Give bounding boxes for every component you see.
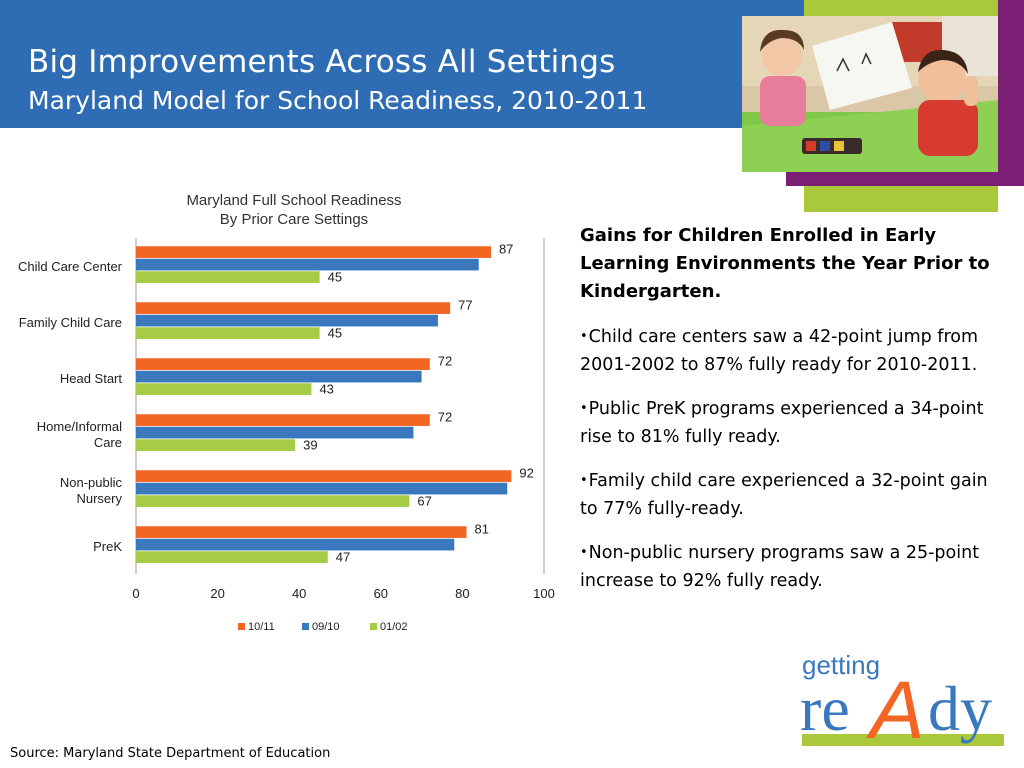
bar-value-label: 87 bbox=[499, 242, 513, 257]
summary-bullet: •Family child care experienced a 32-poin… bbox=[580, 468, 1000, 522]
bar-value-label: 43 bbox=[319, 382, 333, 397]
logo-dy-text: dy bbox=[928, 673, 992, 744]
summary-bullet: •Non-public nursery programs saw a 25-po… bbox=[580, 540, 1000, 594]
summary-panel: Gains for Children Enrolled in Early Lea… bbox=[580, 222, 1000, 594]
category-label: PreK bbox=[93, 539, 122, 554]
x-tick-label: 20 bbox=[210, 586, 224, 601]
children-classroom-photo bbox=[742, 16, 998, 172]
bar-value-label: 92 bbox=[519, 466, 533, 481]
bar bbox=[136, 370, 422, 383]
legend-swatch bbox=[238, 623, 245, 630]
getting-ready-logo: getting re A dy bbox=[800, 650, 1004, 768]
x-tick-label: 80 bbox=[455, 586, 469, 601]
bar bbox=[136, 314, 438, 327]
x-tick-label: 40 bbox=[292, 586, 306, 601]
chart-plot-area: Child Care Center 87 45 Family Child Care 77… bbox=[18, 238, 555, 633]
logo-a-text: A bbox=[865, 665, 925, 756]
bar bbox=[136, 470, 512, 482]
source-note: Source: Maryland State Department of Edu… bbox=[10, 746, 331, 761]
logo-re-text: re bbox=[800, 673, 850, 744]
legend-swatch bbox=[370, 623, 377, 630]
category-label: Nursery bbox=[76, 491, 122, 506]
page-title: Big Improvements Across All Settings bbox=[28, 44, 616, 80]
chart-subtitle: By Prior Care Settings bbox=[220, 211, 368, 228]
bar bbox=[136, 414, 430, 426]
bar bbox=[136, 358, 430, 370]
bar bbox=[136, 426, 414, 439]
x-tick-label: 100 bbox=[533, 586, 555, 601]
category-label: Non-public bbox=[60, 475, 123, 490]
bar bbox=[136, 327, 320, 339]
bar-value-label: 67 bbox=[417, 494, 431, 509]
summary-bullet: •Public PreK programs experienced a 34-p… bbox=[580, 396, 1000, 450]
bar bbox=[136, 258, 479, 271]
category-label: Head Start bbox=[60, 371, 123, 386]
bar bbox=[136, 302, 451, 314]
bullet-text: Family child care experienced a 32-point… bbox=[580, 471, 988, 519]
bar bbox=[136, 271, 320, 283]
chart-title: Maryland Full School Readiness bbox=[186, 192, 401, 209]
bar-value-label: 77 bbox=[458, 298, 472, 313]
legend-label: 01/02 bbox=[380, 621, 408, 633]
bar bbox=[136, 246, 491, 258]
page-subtitle: Maryland Model for School Readiness, 201… bbox=[28, 86, 648, 115]
logo-getting-text: getting bbox=[802, 650, 880, 680]
bar-value-label: 45 bbox=[328, 326, 342, 341]
bullet-marker: • bbox=[580, 401, 588, 416]
bar bbox=[136, 383, 312, 395]
bullet-marker: • bbox=[580, 545, 588, 560]
category-label: Home/Informal bbox=[37, 419, 122, 434]
category-label: Family Child Care bbox=[19, 315, 122, 330]
bullet-marker: • bbox=[580, 473, 588, 488]
readiness-bar-chart: Maryland Full School Readiness By Prior … bbox=[18, 192, 555, 633]
accent-block-green-bottom bbox=[804, 186, 998, 212]
bar-value-label: 45 bbox=[328, 270, 342, 285]
bar bbox=[136, 439, 296, 451]
x-tick-label: 60 bbox=[374, 586, 388, 601]
bar-value-label: 47 bbox=[336, 550, 350, 565]
bar bbox=[136, 482, 508, 495]
x-tick-label: 0 bbox=[132, 586, 139, 601]
summary-heading: Gains for Children Enrolled in Early Lea… bbox=[580, 225, 990, 302]
bar-value-label: 72 bbox=[438, 410, 452, 425]
bar bbox=[136, 526, 467, 538]
bullet-marker: • bbox=[580, 329, 588, 344]
bar bbox=[136, 495, 410, 507]
legend-label: 10/11 bbox=[248, 621, 275, 633]
bullet-text: Public PreK programs experienced a 34-po… bbox=[580, 399, 984, 447]
accent-block-green-top bbox=[804, 0, 998, 16]
legend-swatch bbox=[302, 623, 309, 630]
bar-value-label: 72 bbox=[438, 354, 452, 369]
bar-value-label: 39 bbox=[303, 438, 317, 453]
bar bbox=[136, 551, 328, 563]
legend-label: 09/10 bbox=[312, 621, 340, 633]
category-label: Child Care Center bbox=[18, 259, 123, 274]
bar bbox=[136, 538, 455, 551]
summary-bullet: •Child care centers saw a 42-point jump … bbox=[580, 324, 1000, 378]
bar-value-label: 81 bbox=[474, 522, 488, 537]
category-label: Care bbox=[94, 435, 122, 450]
bullet-text: Child care centers saw a 42-point jump f… bbox=[580, 327, 979, 375]
bullet-text: Non-public nursery programs saw a 25-poi… bbox=[580, 543, 980, 591]
